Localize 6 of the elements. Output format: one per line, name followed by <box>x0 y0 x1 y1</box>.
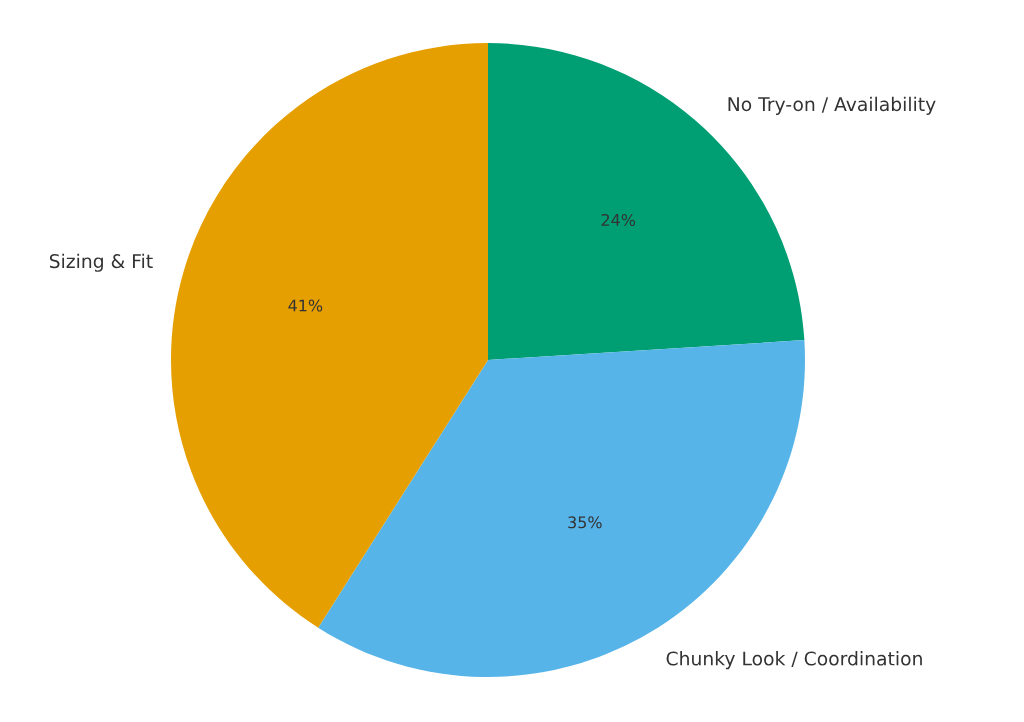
slice-label: Chunky Look / Coordination <box>666 651 922 670</box>
slice-label: No Try-on / Availability <box>728 96 936 115</box>
data-label: 41% <box>288 299 323 312</box>
data-label: 24% <box>601 213 636 226</box>
slice-label: Sizing & Fit <box>49 253 153 272</box>
data-label: 35% <box>568 516 602 529</box>
